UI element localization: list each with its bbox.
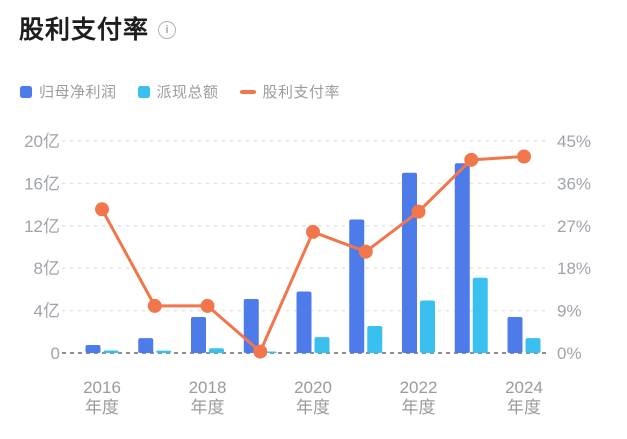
right-axis-tick-label: 9% (557, 302, 582, 321)
payout-ratio-point-2024[interactable] (517, 149, 531, 164)
x-axis-year-suffix-label: 年度 (191, 398, 225, 417)
right-axis-tick-label: 36% (557, 174, 591, 193)
net-profit-bar-2023[interactable] (454, 163, 470, 353)
left-axis-tick-label: 12亿 (24, 217, 60, 236)
dividend-total-bar-2017[interactable] (156, 350, 172, 353)
payout-ratio-chart: 0 0%4亿 9%8亿 18%12亿 27%16亿 36%20亿 45%2016年度2018… (24, 132, 591, 417)
x-axis-year-label: 2016 (83, 378, 121, 397)
dividend-total-bar-2022[interactable] (420, 300, 435, 353)
dividend-total-bar-2016[interactable] (103, 350, 119, 353)
legend-item-net-profit[interactable]: 归母净利润 (20, 81, 117, 102)
right-axis-tick-label: 45% (557, 132, 591, 151)
payout-ratio-point-2021[interactable] (358, 244, 373, 259)
payout-ratio-point-2022[interactable] (411, 204, 426, 219)
net-profit-bar-2020[interactable] (296, 291, 312, 353)
payout-ratio-point-2018[interactable] (200, 298, 215, 313)
dividend-total-bar-2020[interactable] (314, 337, 330, 353)
x-axis-year-label: 2020 (294, 378, 332, 397)
net-profit-bar-2022[interactable] (402, 172, 417, 353)
net-profit-bar-2017[interactable] (138, 338, 154, 353)
dividend-total-bar-2024[interactable] (525, 338, 541, 353)
payout-ratio-point-2020[interactable] (306, 224, 320, 239)
legend-label: 股利支付率 (262, 84, 341, 101)
x-axis-year-suffix-label: 年度 (296, 398, 330, 417)
x-axis-year-suffix-label: 年度 (85, 398, 119, 417)
chart-legend: 归母净利润 派现总额 股利支付率 (20, 81, 340, 102)
dividend-total-swatch-icon (137, 85, 150, 98)
info-icon[interactable] (158, 21, 177, 40)
dividend-total-bar-2023[interactable] (472, 277, 488, 353)
right-axis-tick-label: 27% (557, 217, 591, 236)
left-axis-tick-label: 16亿 (24, 174, 60, 193)
x-axis-year-label: 2022 (400, 378, 438, 397)
left-axis-tick-label: 8亿 (34, 259, 60, 278)
net-profit-bar-2024[interactable] (507, 316, 523, 353)
x-axis-year-label: 2024 (505, 378, 543, 397)
x-axis-year-suffix-label: 年度 (507, 398, 541, 417)
net-profit-bar-2021[interactable] (349, 219, 365, 353)
net-profit-bar-2016[interactable] (85, 345, 101, 353)
right-axis-tick-label: 18% (557, 259, 591, 278)
legend-label: 归母净利润 (39, 84, 117, 101)
legend-item-dividend-total[interactable]: 派现总额 (137, 81, 219, 102)
net-profit-swatch-icon (20, 85, 32, 98)
legend-item-payout-ratio[interactable]: 股利支付率 (239, 81, 341, 102)
page-title: 股利支付率 (19, 16, 150, 44)
dividend-total-bar-2018[interactable] (209, 348, 224, 353)
chart-header: 股利支付率 (19, 14, 177, 47)
payout-ratio-point-2019[interactable] (253, 344, 268, 359)
dividend-total-bar-2021[interactable] (367, 325, 383, 353)
left-axis-tick-label: 20亿 (24, 132, 60, 151)
net-profit-bar-2018[interactable] (191, 316, 206, 353)
x-axis-year-suffix-label: 年度 (402, 398, 436, 417)
payout-ratio-point-2017[interactable] (147, 298, 162, 313)
legend-label: 派现总额 (156, 84, 219, 101)
payout-ratio-point-2016[interactable] (95, 202, 109, 217)
left-axis-tick-label: 4亿 (34, 302, 60, 321)
payout-ratio-point-2023[interactable] (464, 152, 479, 167)
x-axis-year-label: 2018 (189, 378, 227, 397)
left-axis-tick-label: 0 (51, 344, 60, 363)
right-axis-tick-label: 0% (557, 344, 582, 363)
payout-ratio-swatch-icon (239, 89, 256, 94)
